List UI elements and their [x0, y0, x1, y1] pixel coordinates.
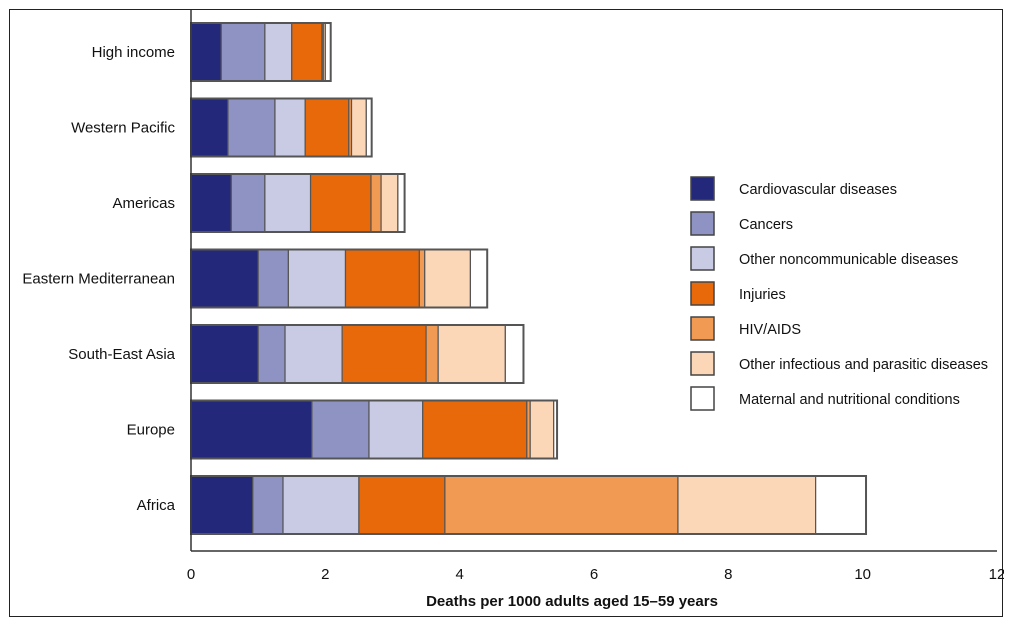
bar-segment-europe-other-noncommunicable-diseases [368, 399, 424, 460]
bar-segment-africa-injuries [358, 475, 446, 535]
bar-segment-africa-maternal-and-nutritional-conditions [815, 475, 867, 535]
x-tick-labels: 0 2 4 6 8 10 12 [187, 566, 1004, 583]
x-tick-label: 12 [989, 566, 1004, 583]
bar-segment-eastern-mediterranean-other-noncommunicable-diseases [287, 248, 347, 309]
legend: Cardiovascular diseases Cancers Other nonc… [690, 176, 988, 411]
stacked-bar-chart: 0 2 4 6 8 10 12 High income Western Pacific Amer… [22, 10, 1004, 610]
category-label: South-East Asia [68, 346, 175, 363]
legend-swatch-cardiovascular-diseases [690, 176, 715, 201]
bar-segment-europe-cardiovascular-diseases [190, 399, 313, 460]
bar-segment-south-east-asia-cardiovascular-diseases [190, 324, 259, 384]
bar-segment-south-east-asia-injuries [341, 324, 427, 384]
category-label: High income [92, 44, 175, 61]
bar-segment-south-east-asia-maternal-and-nutritional-conditions [504, 324, 525, 384]
bar-segment-eastern-mediterranean-injuries [344, 248, 420, 309]
bar-segment-eastern-mediterranean-cancers [257, 248, 289, 309]
category-labels: High income Western Pacific Americas Easter… [22, 44, 175, 514]
bar-segment-high-income-injuries [291, 22, 323, 82]
bar-segment-south-east-asia-other-infectious-and-parasitic-diseases [437, 324, 506, 384]
bar-segment-eastern-mediterranean-hiv-aids [418, 248, 426, 309]
legend-swatch-injuries [690, 281, 715, 306]
legend-swatch-hiv-aids [690, 316, 715, 341]
bar-segment-europe-cancers [311, 399, 370, 460]
bar-segment-western-pacific-other-infectious-and-parasitic-diseases [350, 97, 367, 158]
legend-label: Other infectious and parasitic diseases [739, 357, 988, 373]
legend-swatch-other-infectious-and-parasitic-diseases [690, 351, 715, 376]
bar-segment-western-pacific-other-noncommunicable-diseases [274, 97, 306, 158]
category-label: Europe [127, 422, 175, 439]
legend-label: Injuries [739, 287, 786, 303]
x-tick-label: 0 [187, 566, 195, 583]
bar-segment-western-pacific-injuries [304, 97, 350, 158]
bar-segment-africa-hiv-aids [444, 475, 679, 535]
bar-segment-americas-maternal-and-nutritional-conditions [397, 173, 406, 233]
bar-segment-south-east-asia-hiv-aids [425, 324, 439, 384]
bars-layer [190, 22, 868, 535]
bar-segment-africa-cardiovascular-diseases [190, 475, 254, 535]
bar-segment-south-east-asia-cancers [257, 324, 286, 384]
bar-segment-africa-other-infectious-and-parasitic-diseases [677, 475, 817, 535]
bar-segment-western-pacific-cancers [227, 97, 276, 158]
category-label: Americas [112, 195, 175, 212]
bar-segment-western-pacific-cardiovascular-diseases [190, 97, 229, 158]
legend-swatch-maternal-and-nutritional-conditions [690, 386, 715, 411]
bar-segment-eastern-mediterranean-maternal-and-nutritional-conditions [469, 248, 488, 309]
bar-segment-africa-cancers [252, 475, 284, 535]
x-tick-label: 4 [455, 566, 463, 583]
legend-label: Cancers [739, 217, 793, 233]
x-tick-label: 6 [590, 566, 598, 583]
x-tick-label: 8 [724, 566, 732, 583]
bar-segment-americas-other-noncommunicable-diseases [264, 173, 312, 233]
bar-segment-high-income-cancers [220, 22, 266, 82]
bar-segment-americas-hiv-aids [370, 173, 382, 233]
bar-segment-eastern-mediterranean-cardiovascular-diseases [190, 248, 259, 309]
bar-segment-americas-other-infectious-and-parasitic-diseases [380, 173, 399, 233]
x-axis [190, 10, 997, 552]
legend-swatch-other-noncommunicable-diseases [690, 246, 715, 271]
bar-segment-americas-cancers [230, 173, 266, 233]
category-label: Western Pacific [71, 120, 175, 137]
legend-label: Cardiovascular diseases [739, 182, 897, 198]
bar-segment-americas-injuries [309, 173, 372, 233]
legend-label: Maternal and nutritional conditions [739, 392, 960, 408]
bar-segment-south-east-asia-other-noncommunicable-diseases [284, 324, 343, 384]
legend-swatch-cancers [690, 211, 715, 236]
x-tick-label: 2 [321, 566, 329, 583]
bar-segment-eastern-mediterranean-other-infectious-and-parasitic-diseases [424, 248, 472, 309]
x-tick-label: 10 [854, 566, 871, 583]
chart-container: 0 2 4 6 8 10 12 High income Western Pacific Amer… [9, 9, 1004, 617]
bar-segment-europe-injuries [422, 399, 528, 460]
bar-segment-africa-other-noncommunicable-diseases [282, 475, 360, 535]
bar-segment-high-income-other-noncommunicable-diseases [264, 22, 293, 82]
bar-segment-americas-cardiovascular-diseases [190, 173, 232, 233]
x-axis-title: Deaths per 1000 adults aged 15–59 years [426, 593, 718, 610]
category-label: Africa [137, 497, 176, 514]
category-label: Eastern Mediterranean [22, 271, 175, 288]
legend-label: Other noncommunicable diseases [739, 252, 958, 268]
bar-segment-high-income-cardiovascular-diseases [190, 22, 222, 82]
legend-label: HIV/AIDS [739, 322, 801, 338]
bar-segment-europe-other-infectious-and-parasitic-diseases [529, 399, 555, 460]
